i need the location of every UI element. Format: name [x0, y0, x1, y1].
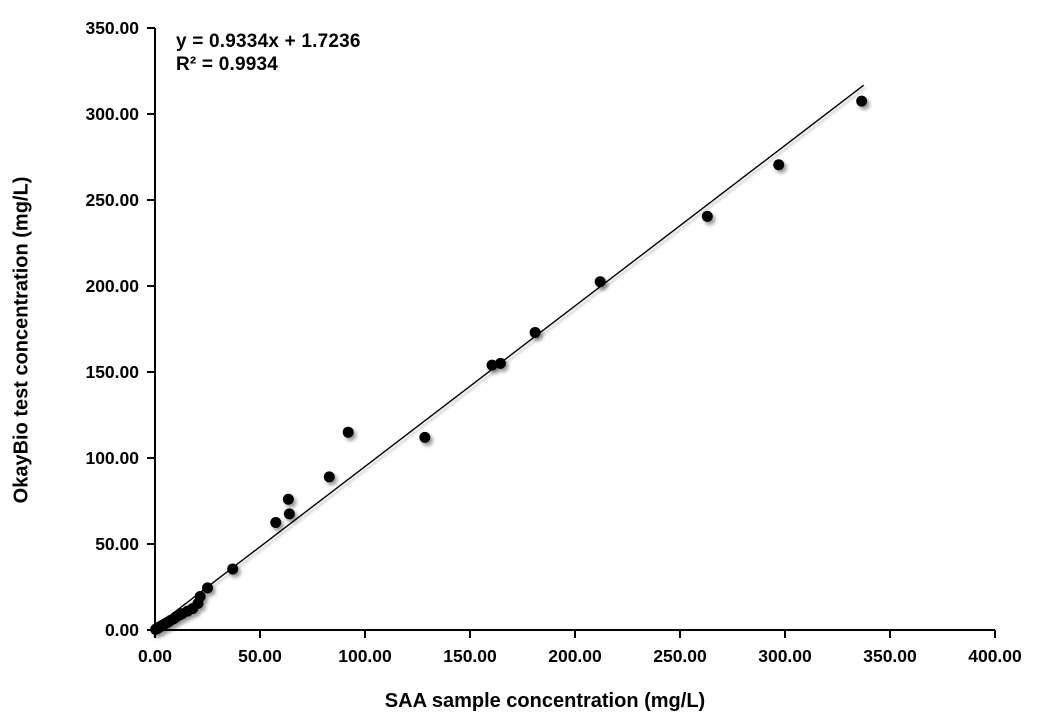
- scatter-point: [342, 426, 354, 438]
- y-tick-label: 150.00: [85, 362, 139, 382]
- y-tick-label: 0.00: [105, 620, 139, 640]
- trendline-annotation: y = 0.9334x + 1.7236 R² = 0.9934: [176, 30, 361, 76]
- equation-label: y = 0.9334x + 1.7236: [176, 31, 361, 52]
- y-tick-label: 50.00: [95, 534, 139, 554]
- scatter-point: [486, 359, 498, 371]
- x-tick-label: 0.00: [138, 646, 172, 666]
- x-tick-label: 250.00: [653, 646, 707, 666]
- scatter-point: [227, 563, 239, 575]
- scatter-point: [419, 431, 431, 443]
- y-tick-label: 250.00: [85, 190, 139, 210]
- scatter-point: [323, 471, 335, 483]
- r-squared-label: R² = 0.9934: [176, 54, 279, 75]
- scatter-point: [282, 493, 294, 505]
- x-tick-label: 50.00: [238, 646, 282, 666]
- scatter-point: [494, 357, 506, 369]
- x-tick-label: 400.00: [968, 646, 1022, 666]
- y-axis-title: OkayBio test concentration (mg/L): [10, 176, 33, 504]
- scatter-point: [529, 326, 541, 338]
- scatter-point: [594, 276, 606, 288]
- y-tick-label: 100.00: [85, 448, 139, 468]
- scatter-point: [856, 95, 868, 107]
- scatter-point: [701, 210, 713, 222]
- x-tick-label: 100.00: [338, 646, 392, 666]
- x-axis-title: SAA sample concentration (mg/L): [384, 690, 706, 712]
- x-tick-label: 200.00: [548, 646, 602, 666]
- scatter-point: [283, 508, 295, 520]
- scatter-point: [270, 517, 282, 528]
- y-tick-label: 200.00: [85, 276, 139, 296]
- scatter-point: [202, 582, 213, 594]
- y-tick-label: 300.00: [85, 104, 139, 124]
- x-tick-label: 350.00: [863, 646, 917, 666]
- x-tick-label: 150.00: [443, 646, 497, 666]
- y-tick-label: 350.00: [85, 18, 139, 38]
- scatter-point: [773, 159, 785, 171]
- x-tick-label: 300.00: [758, 646, 812, 666]
- scatter-point: [194, 590, 206, 602]
- trend-line: [154, 84, 865, 628]
